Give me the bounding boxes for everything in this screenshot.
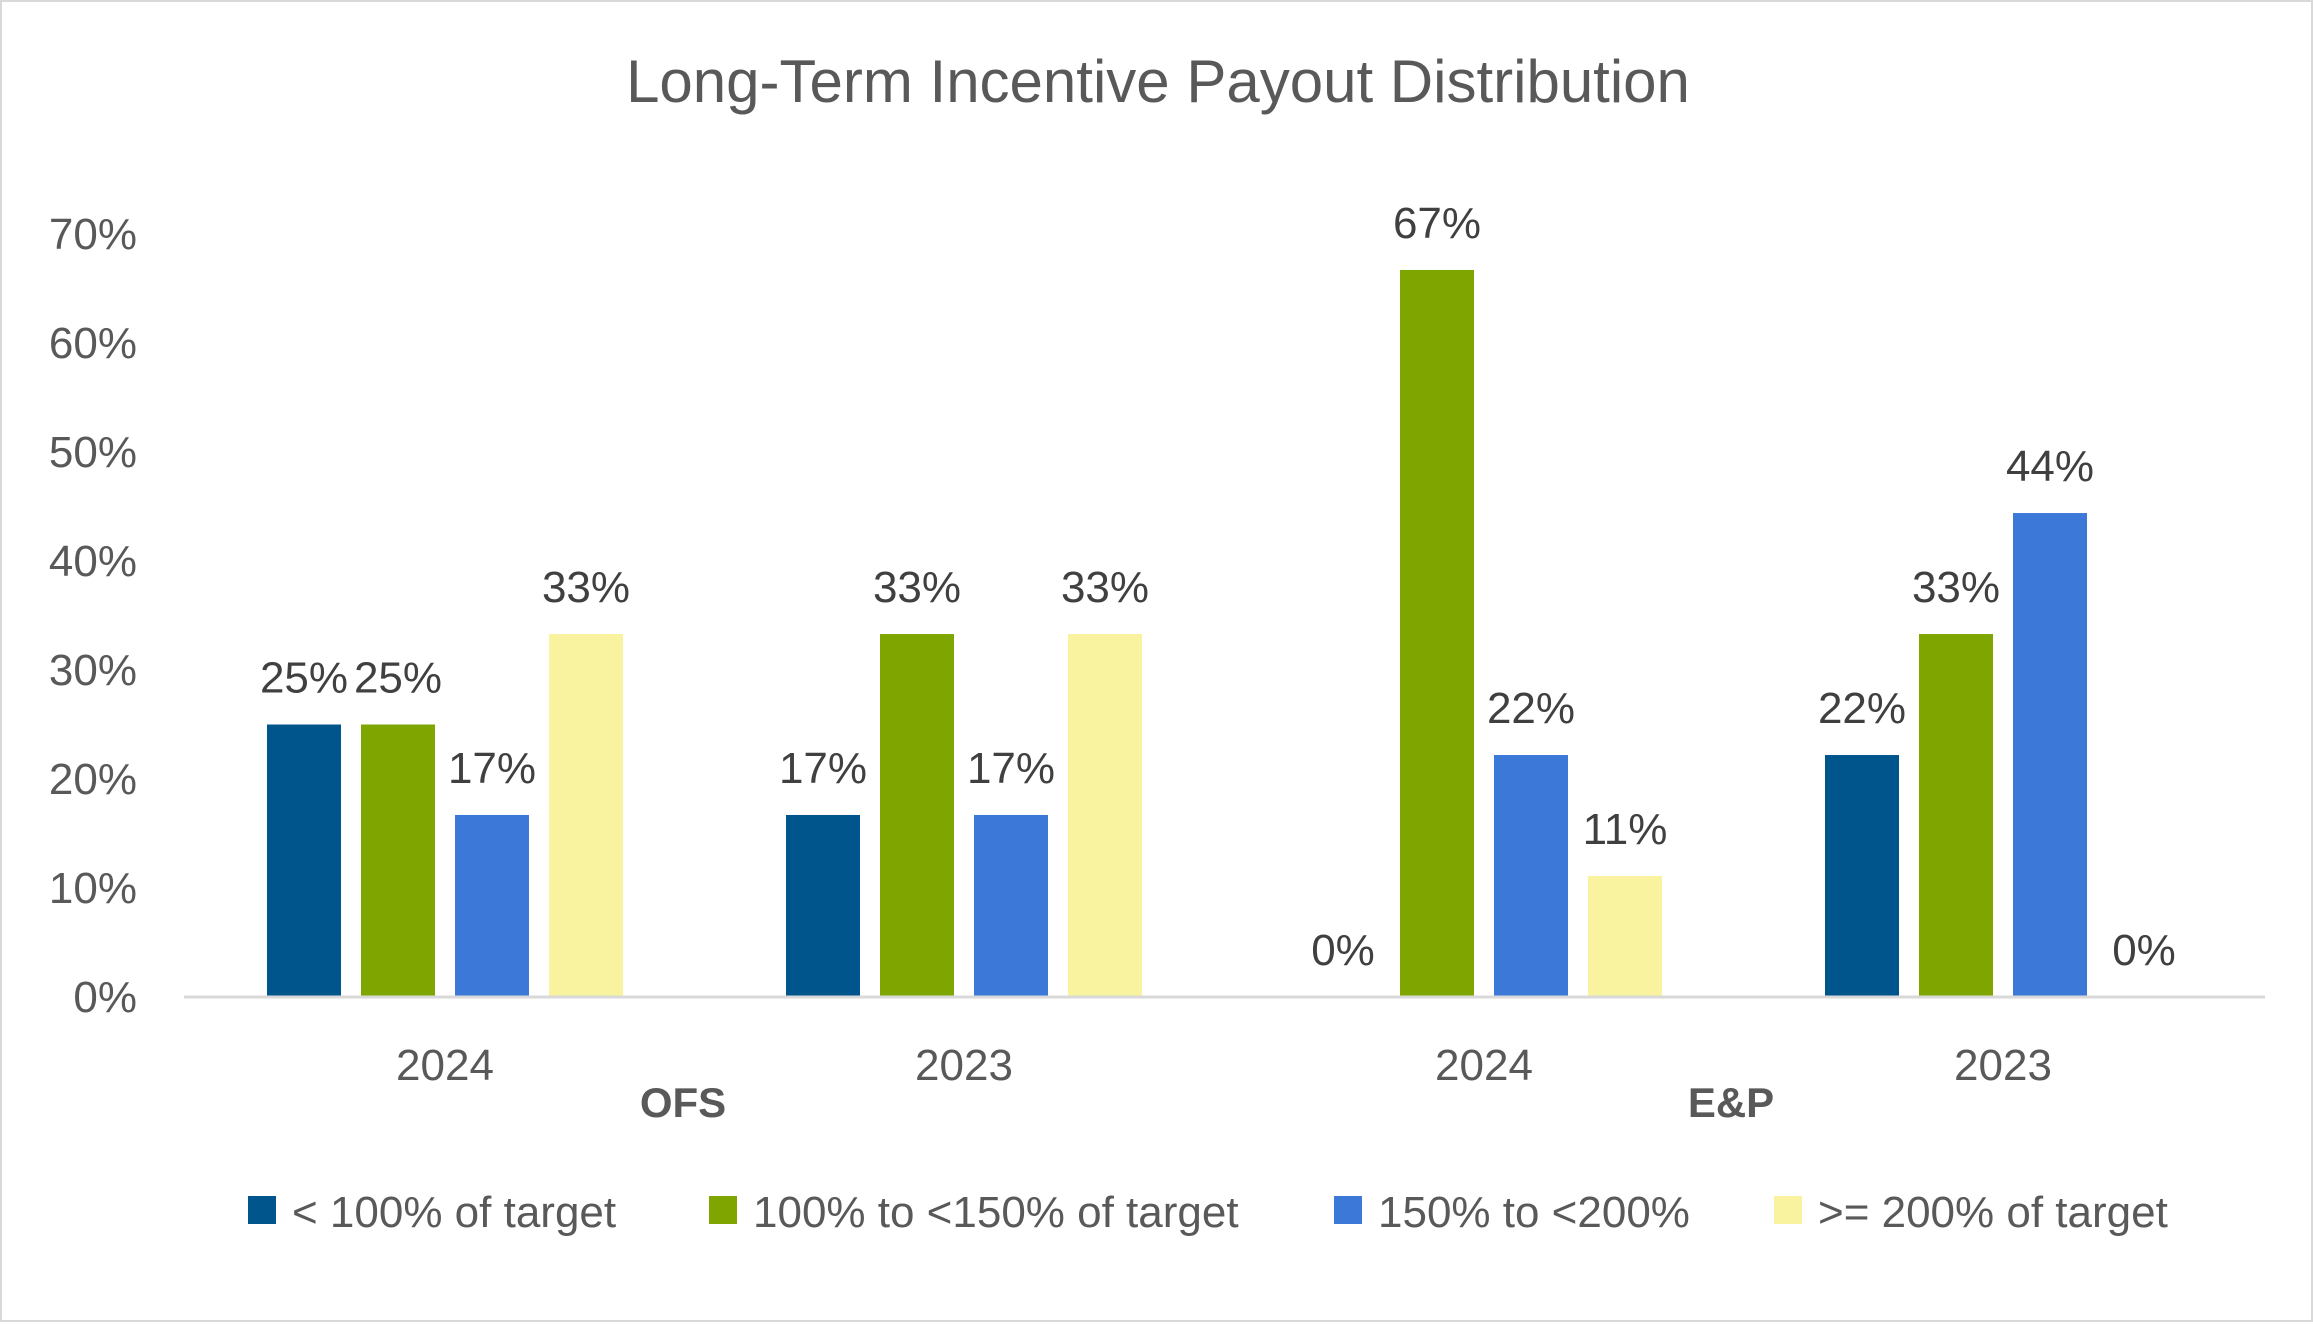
x-tick-label: 2024 bbox=[1435, 1041, 1533, 1090]
data-label: 25% bbox=[260, 654, 348, 703]
data-label: 44% bbox=[2006, 442, 2094, 491]
y-tick-label: 50% bbox=[49, 428, 137, 477]
bar bbox=[549, 634, 623, 997]
bar bbox=[786, 814, 860, 997]
legend-item: >= 200% of target bbox=[1774, 1188, 2168, 1237]
legend-label: < 100% of target bbox=[292, 1188, 616, 1237]
legend: < 100% of target 100% to <150% of target 1… bbox=[248, 1188, 2168, 1237]
bar bbox=[455, 814, 529, 997]
data-label: 0% bbox=[2112, 926, 2176, 975]
legend-label: 100% to <150% of target bbox=[753, 1188, 1239, 1237]
legend-label: 150% to <200% bbox=[1378, 1188, 1690, 1237]
y-tick-label: 70% bbox=[49, 210, 137, 259]
bar bbox=[1588, 876, 1662, 997]
bar bbox=[1825, 755, 1899, 997]
x-tick-label: 2023 bbox=[1954, 1041, 2052, 1090]
bar bbox=[1919, 634, 1993, 997]
y-tick-label: 0% bbox=[73, 973, 137, 1022]
x-tick-label: 2023 bbox=[915, 1041, 1013, 1090]
bar bbox=[1494, 755, 1568, 997]
legend-item: 100% to <150% of target bbox=[709, 1188, 1239, 1237]
y-tick-label: 30% bbox=[49, 646, 137, 695]
legend-swatch bbox=[1334, 1196, 1362, 1224]
data-label: 33% bbox=[873, 563, 961, 612]
y-tick-label: 40% bbox=[49, 537, 137, 586]
data-labels: 25% 25%17%33%17%33%17%33%0%67%22%11%22%33… bbox=[260, 199, 2176, 975]
bar bbox=[974, 814, 1048, 997]
x-tick-label: 2024 bbox=[396, 1041, 494, 1090]
legend-swatch bbox=[1774, 1196, 1802, 1224]
data-label: 22% bbox=[1487, 684, 1575, 733]
y-axis: 70% 60% 50% 40% 30% 20% 10% 0% bbox=[49, 210, 137, 1022]
legend-label: >= 200% of target bbox=[1818, 1188, 2168, 1237]
x-axis: 2024 2023 2024 2023 OFS E&P bbox=[396, 1041, 2052, 1126]
bar bbox=[1068, 634, 1142, 997]
legend-item: < 100% of target bbox=[248, 1188, 616, 1237]
data-label: 33% bbox=[1061, 563, 1149, 612]
bar bbox=[2013, 513, 2087, 997]
bar bbox=[880, 634, 954, 997]
data-label: 17% bbox=[967, 744, 1055, 793]
legend-swatch bbox=[248, 1196, 276, 1224]
bar bbox=[361, 724, 435, 997]
data-label: 17% bbox=[779, 744, 867, 793]
data-label: 25% bbox=[354, 654, 442, 703]
chart-title: Long-Term Incentive Payout Distribution bbox=[626, 48, 1690, 115]
y-tick-label: 10% bbox=[49, 864, 137, 913]
group-label: OFS bbox=[640, 1079, 726, 1126]
group-label: E&P bbox=[1688, 1079, 1774, 1126]
data-label: 11% bbox=[1583, 805, 1668, 854]
legend-item: 150% to <200% bbox=[1334, 1188, 1690, 1237]
legend-swatch bbox=[709, 1196, 737, 1224]
bar bbox=[267, 724, 341, 997]
data-label: 33% bbox=[1912, 563, 2000, 612]
y-tick-label: 20% bbox=[49, 755, 137, 804]
data-label: 67% bbox=[1393, 199, 1481, 248]
data-label: 17% bbox=[448, 744, 536, 793]
bar bbox=[1400, 269, 1474, 998]
data-label: 0% bbox=[1311, 926, 1375, 975]
bars bbox=[267, 269, 2087, 998]
data-label: 22% bbox=[1818, 684, 1906, 733]
data-label: 33% bbox=[542, 563, 630, 612]
y-tick-label: 60% bbox=[49, 319, 137, 368]
